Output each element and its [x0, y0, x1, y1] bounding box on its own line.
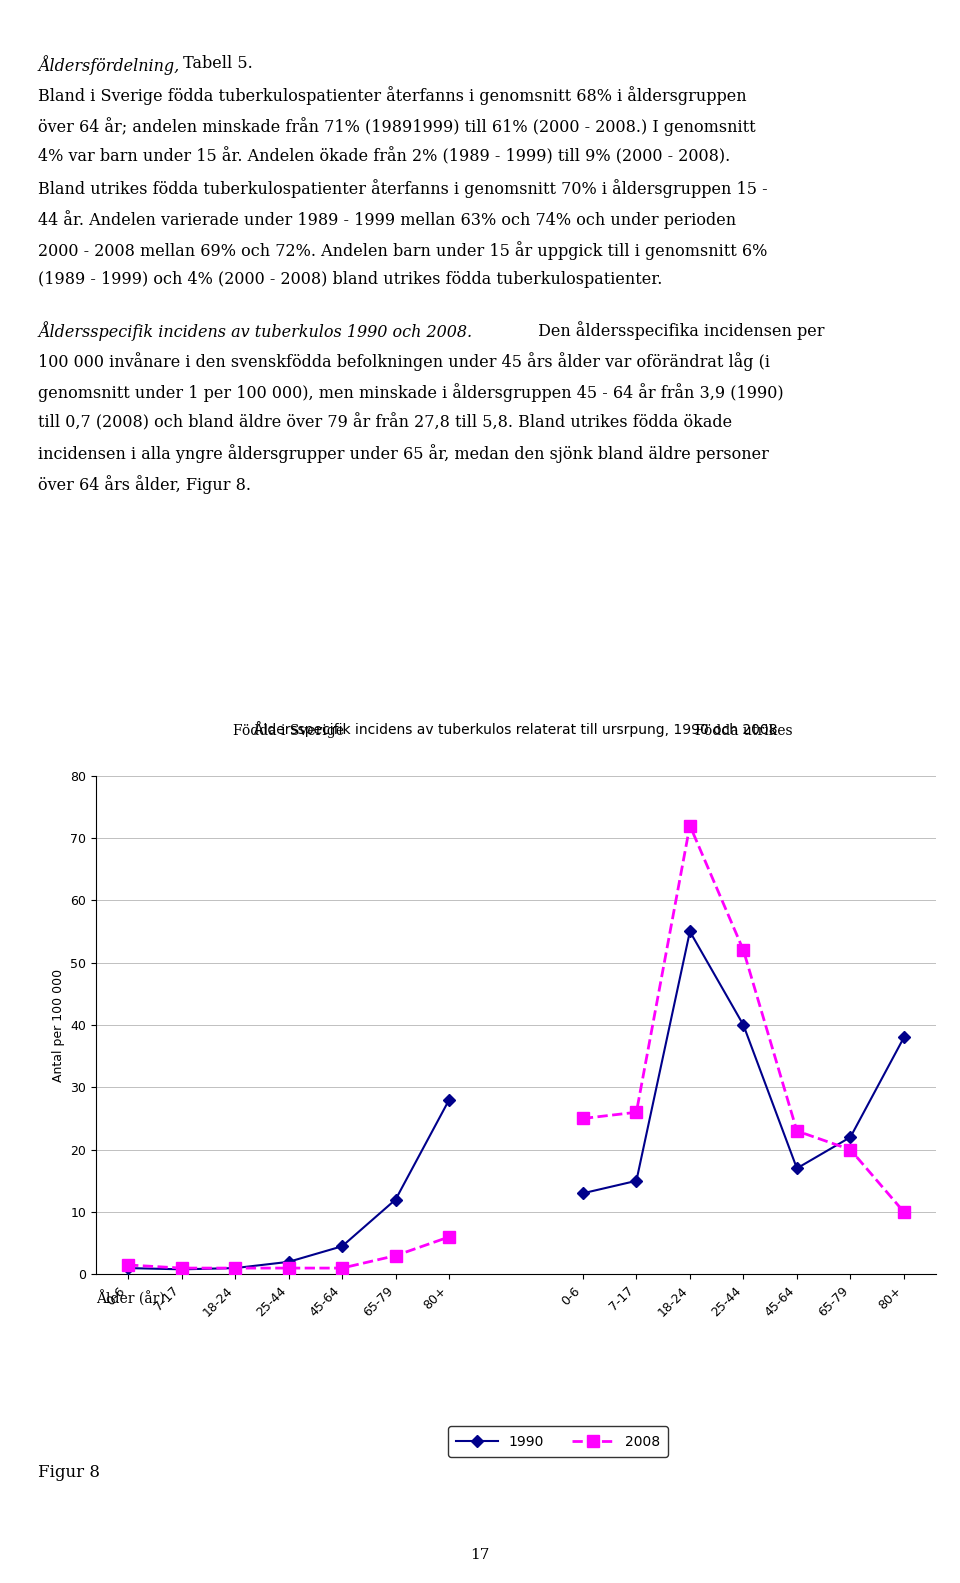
Text: till 0,7 (2008) och bland äldre över 79 år från 27,8 till 5,8. Bland utrikes föd: till 0,7 (2008) och bland äldre över 79 …	[38, 413, 732, 431]
Y-axis label: Antal per 100 000: Antal per 100 000	[52, 969, 64, 1081]
Text: Åldersfördelning,: Åldersfördelning,	[38, 55, 180, 76]
Legend: 1990, 2008: 1990, 2008	[447, 1426, 668, 1456]
Text: 4% var barn under 15 år. Andelen ökade från 2% (1989 - 1999) till 9% (2000 - 200: 4% var barn under 15 år. Andelen ökade f…	[38, 149, 731, 166]
Text: över 64 år; andelen minskade från 71% (19891999) till 61% (2000 - 2008.) I genom: över 64 år; andelen minskade från 71% (1…	[38, 117, 756, 136]
Text: Åldersspecifik incidens av tuberkulos 1990 och 2008.: Åldersspecifik incidens av tuberkulos 19…	[38, 321, 472, 340]
Text: Den åldersspecifika incidensen per: Den åldersspecifika incidensen per	[533, 321, 825, 340]
Text: Bland i Sverige födda tuberkulospatienter återfanns i genomsnitt 68% i åldersgru: Bland i Sverige födda tuberkulospatiente…	[38, 87, 747, 104]
Text: 44 år. Andelen varierade under 1989 - 1999 mellan 63% och 74% och under perioden: 44 år. Andelen varierade under 1989 - 19…	[38, 209, 736, 228]
Text: 2000 - 2008 mellan 69% och 72%. Andelen barn under 15 år uppgick till i genomsni: 2000 - 2008 mellan 69% och 72%. Andelen …	[38, 241, 768, 260]
Text: Tabell 5.: Tabell 5.	[178, 55, 252, 73]
Text: Ålder (år): Ålder (år)	[96, 1290, 165, 1306]
Title: Åldersspecifik incidens av tuberkulos relaterat till ursrpung, 1990 och 2008: Åldersspecifik incidens av tuberkulos re…	[254, 720, 778, 738]
Text: Figur 8: Figur 8	[38, 1464, 101, 1482]
Text: Födda i Sverige: Födda i Sverige	[233, 725, 344, 738]
Text: 100 000 invånare i den svenskfödda befolkningen under 45 års ålder var oförändra: 100 000 invånare i den svenskfödda befol…	[38, 351, 770, 370]
Text: över 64 års ålder, Figur 8.: över 64 års ålder, Figur 8.	[38, 475, 252, 494]
Text: Födda utrikes: Födda utrikes	[695, 725, 792, 738]
Text: Bland utrikes födda tuberkulospatienter återfanns i genomsnitt 70% i åldersgrupp: Bland utrikes födda tuberkulospatienter …	[38, 179, 768, 198]
Text: incidensen i alla yngre åldersgrupper under 65 år, medan den sjönk bland äldre p: incidensen i alla yngre åldersgrupper un…	[38, 445, 769, 464]
Text: genomsnitt under 1 per 100 000), men minskade i åldersgruppen 45 - 64 år från 3,: genomsnitt under 1 per 100 000), men min…	[38, 383, 784, 402]
Text: (1989 - 1999) och 4% (2000 - 2008) bland utrikes födda tuberkulospatienter.: (1989 - 1999) och 4% (2000 - 2008) bland…	[38, 271, 662, 288]
Text: 17: 17	[470, 1548, 490, 1562]
